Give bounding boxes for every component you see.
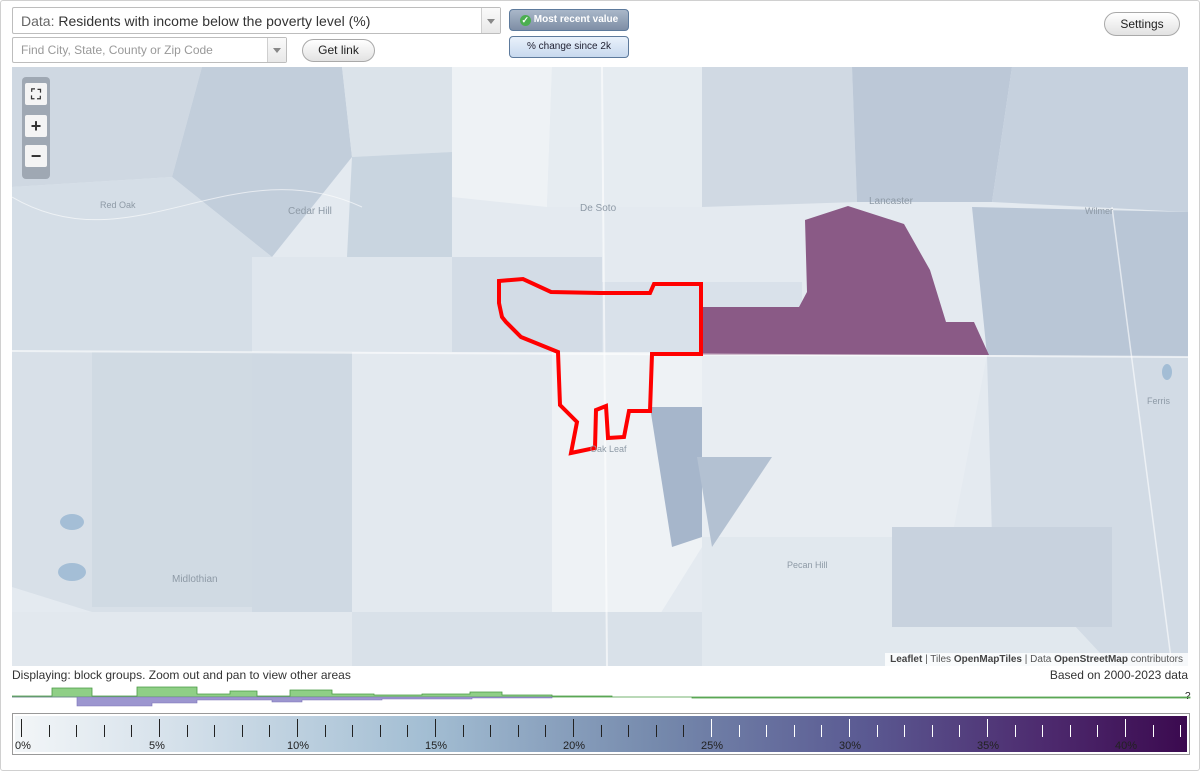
legend-minor-tick	[269, 725, 271, 737]
legend-minor-tick	[821, 725, 823, 737]
unknown-marker: ?	[1185, 691, 1191, 702]
based-on-data: Based on 2000-2023 data	[1049, 668, 1188, 682]
legend-minor-tick	[379, 725, 381, 737]
legend-minor-tick	[738, 725, 740, 737]
data-select-value: Residents with income below the poverty …	[58, 13, 371, 29]
legend-minor-tick	[352, 725, 354, 737]
map-view[interactable]: Cedar Hill De Soto Lancaster Wilmer Red …	[12, 67, 1188, 666]
check-icon: ✓	[519, 15, 531, 26]
legend-minor-tick	[462, 725, 464, 737]
legend-minor-tick	[793, 725, 795, 737]
legend-major-tick	[849, 719, 850, 737]
legend-major-tick	[297, 719, 298, 737]
legend-major-tick	[1125, 719, 1126, 737]
openmaptiles-link[interactable]: OpenMapTiles	[953, 654, 1022, 665]
most-recent-label: Most recent value	[533, 14, 619, 25]
color-legend: 0% 5% 10% 15% 20% 25% 30% 35% 40%	[12, 713, 1190, 755]
legend-label: 30%	[839, 740, 862, 752]
legend-label: 5%	[149, 740, 165, 752]
place-label-de-soto: De Soto	[580, 203, 617, 214]
legend-label: 0%	[15, 740, 31, 752]
legend-minor-tick	[1152, 725, 1154, 737]
legend-label: 10%	[287, 740, 310, 752]
legend-minor-tick	[904, 725, 906, 737]
legend-label: 25%	[701, 740, 724, 752]
high-poverty-area[interactable]	[702, 206, 989, 355]
legend-minor-tick	[876, 725, 878, 737]
percent-change-toggle[interactable]: % change since 2k	[509, 36, 629, 58]
place-label-ferris: Ferris	[1147, 396, 1170, 406]
chevron-down-icon[interactable]	[267, 38, 286, 62]
legend-minor-tick	[1042, 725, 1044, 737]
location-search[interactable]: Find City, State, County or Zip Code	[12, 37, 287, 63]
legend-minor-tick	[517, 725, 519, 737]
legend-label: 20%	[563, 740, 586, 752]
settings-button[interactable]: Settings	[1104, 12, 1180, 36]
place-label-red-oak: Red Oak	[100, 200, 136, 210]
legend-minor-tick	[628, 725, 630, 737]
legend-label: 40%	[1115, 740, 1138, 752]
legend-minor-tick	[1069, 725, 1071, 737]
legend-minor-tick	[407, 725, 409, 737]
legend-minor-tick	[766, 725, 768, 737]
legend-minor-tick	[1180, 725, 1182, 737]
selected-region-outline[interactable]	[497, 276, 703, 456]
legend-major-tick	[573, 719, 574, 737]
legend-minor-tick	[655, 725, 657, 737]
place-label-lancaster: Lancaster	[869, 196, 913, 207]
chevron-down-icon[interactable]	[481, 8, 500, 33]
legend-major-tick	[159, 719, 160, 737]
place-label-midlothian: Midlothian	[172, 574, 218, 585]
legend-minor-tick	[103, 725, 105, 737]
place-label-oak-leaf: Oak Leaf	[590, 444, 627, 454]
legend-major-tick	[987, 719, 988, 737]
place-label-wilmer: Wilmer	[1085, 206, 1113, 216]
legend-minor-tick	[76, 725, 78, 737]
legend-minor-tick	[241, 725, 243, 737]
legend-label: 35%	[977, 740, 1000, 752]
legend-major-tick	[435, 719, 436, 737]
legend-minor-tick	[1014, 725, 1016, 737]
legend-minor-tick	[1097, 725, 1099, 737]
zoom-in-button[interactable]: +	[25, 115, 47, 137]
zoom-control: ⛶ + −	[22, 77, 50, 179]
legend-minor-tick	[186, 725, 188, 737]
legend-minor-tick	[545, 725, 547, 737]
map-attribution: Leaflet | Tiles OpenMapTiles | Data Open…	[885, 653, 1188, 666]
legend-minor-tick	[683, 725, 685, 737]
displaying-status: Displaying: block groups. Zoom out and p…	[12, 668, 351, 682]
water	[58, 364, 1172, 581]
choropleth-map[interactable]	[12, 67, 1188, 666]
block-groups	[12, 67, 1188, 666]
legend-minor-tick	[490, 725, 492, 737]
legend-minor-tick	[959, 725, 961, 737]
legend-minor-tick	[48, 725, 50, 737]
fit-bounds-icon[interactable]: ⛶	[25, 83, 47, 105]
legend-minor-tick	[131, 725, 133, 737]
legend-minor-tick	[931, 725, 933, 737]
leaflet-link[interactable]: Leaflet	[890, 654, 923, 665]
legend-label: 15%	[425, 740, 448, 752]
data-select[interactable]: Data: Residents with income below the po…	[12, 7, 501, 34]
legend-minor-tick	[324, 725, 326, 737]
most-recent-value-toggle[interactable]: ✓ Most recent value	[509, 9, 629, 31]
openstreetmap-link[interactable]: OpenStreetMap	[1054, 654, 1128, 665]
legend-major-tick	[21, 719, 22, 737]
legend-major-tick	[711, 719, 712, 737]
place-label-cedar-hill: Cedar Hill	[288, 206, 332, 217]
get-link-button[interactable]: Get link	[302, 39, 375, 62]
search-input-placeholder: Find City, State, County or Zip Code	[21, 43, 213, 57]
place-label-pecan-hill: Pecan Hill	[787, 560, 828, 570]
zoom-out-button[interactable]: −	[25, 145, 47, 167]
data-select-prefix: Data:	[21, 13, 55, 29]
legend-minor-tick	[214, 725, 216, 737]
roads	[12, 67, 1188, 666]
distribution-histogram: ?	[12, 686, 1191, 707]
legend-minor-tick	[600, 725, 602, 737]
